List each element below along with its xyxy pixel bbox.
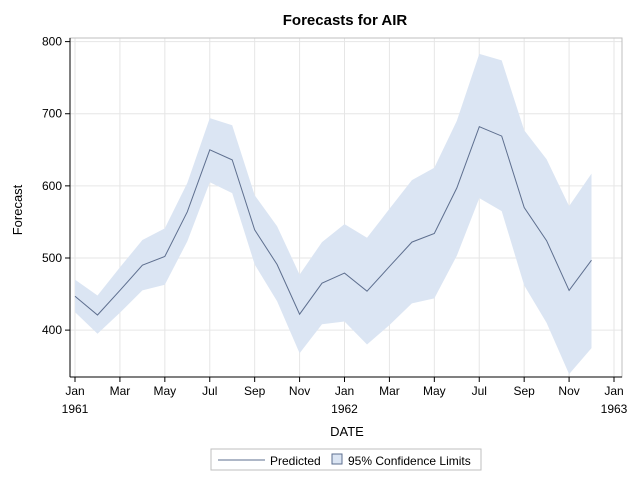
y-tick-label: 600: [42, 179, 62, 193]
x-tick-label: Jul: [472, 384, 487, 398]
x-tick-label: Sep: [244, 384, 266, 398]
y-axis-label: Forecast: [10, 184, 25, 235]
predicted-line: [74, 126, 592, 316]
legend: Predicted 95% Confidence Limits: [210, 448, 482, 471]
x-tick-year-label: 1961: [62, 402, 89, 416]
x-tick-year-label: 1963: [601, 402, 628, 416]
x-axis: Jan 1961 Mar May Jul Sep Nov Jan 1962 Mar May Jul Se…: [62, 376, 628, 416]
legend-box: [210, 448, 482, 471]
y-tick-label: 700: [42, 107, 62, 121]
confidence-band: [75, 53, 592, 375]
legend-predicted-label: Predicted: [270, 454, 321, 468]
confidence-band-area: [75, 53, 592, 375]
x-tick-label: Nov: [289, 384, 310, 398]
x-tick-year-label: 1962: [331, 402, 358, 416]
y-axis: 400 500 600 700 800: [42, 35, 71, 377]
x-axis-label: DATE: [330, 424, 364, 439]
x-tick-label: Sep: [513, 384, 535, 398]
y-tick-label: 400: [42, 323, 62, 337]
x-tick-label: Mar: [110, 384, 131, 398]
legend-band-swatch: [331, 453, 343, 465]
predicted-series-line: [74, 126, 592, 316]
y-tick-label: 800: [42, 35, 62, 49]
x-tick-label: Mar: [379, 384, 400, 398]
x-tick-label: Jan: [65, 384, 84, 398]
x-tick-label: Jan: [335, 384, 354, 398]
x-tick-label: Nov: [558, 384, 579, 398]
x-tick-label: Jan: [604, 384, 623, 398]
y-tick-label: 500: [42, 251, 62, 265]
x-tick-label: Jul: [202, 384, 217, 398]
chart-title: Forecasts for AIR: [283, 12, 408, 29]
x-tick-label: May: [423, 384, 446, 398]
legend-band-label: 95% Confidence Limits: [348, 454, 471, 468]
x-tick-label: May: [153, 384, 176, 398]
